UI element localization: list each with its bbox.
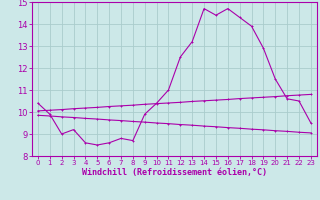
X-axis label: Windchill (Refroidissement éolien,°C): Windchill (Refroidissement éolien,°C) <box>82 168 267 177</box>
